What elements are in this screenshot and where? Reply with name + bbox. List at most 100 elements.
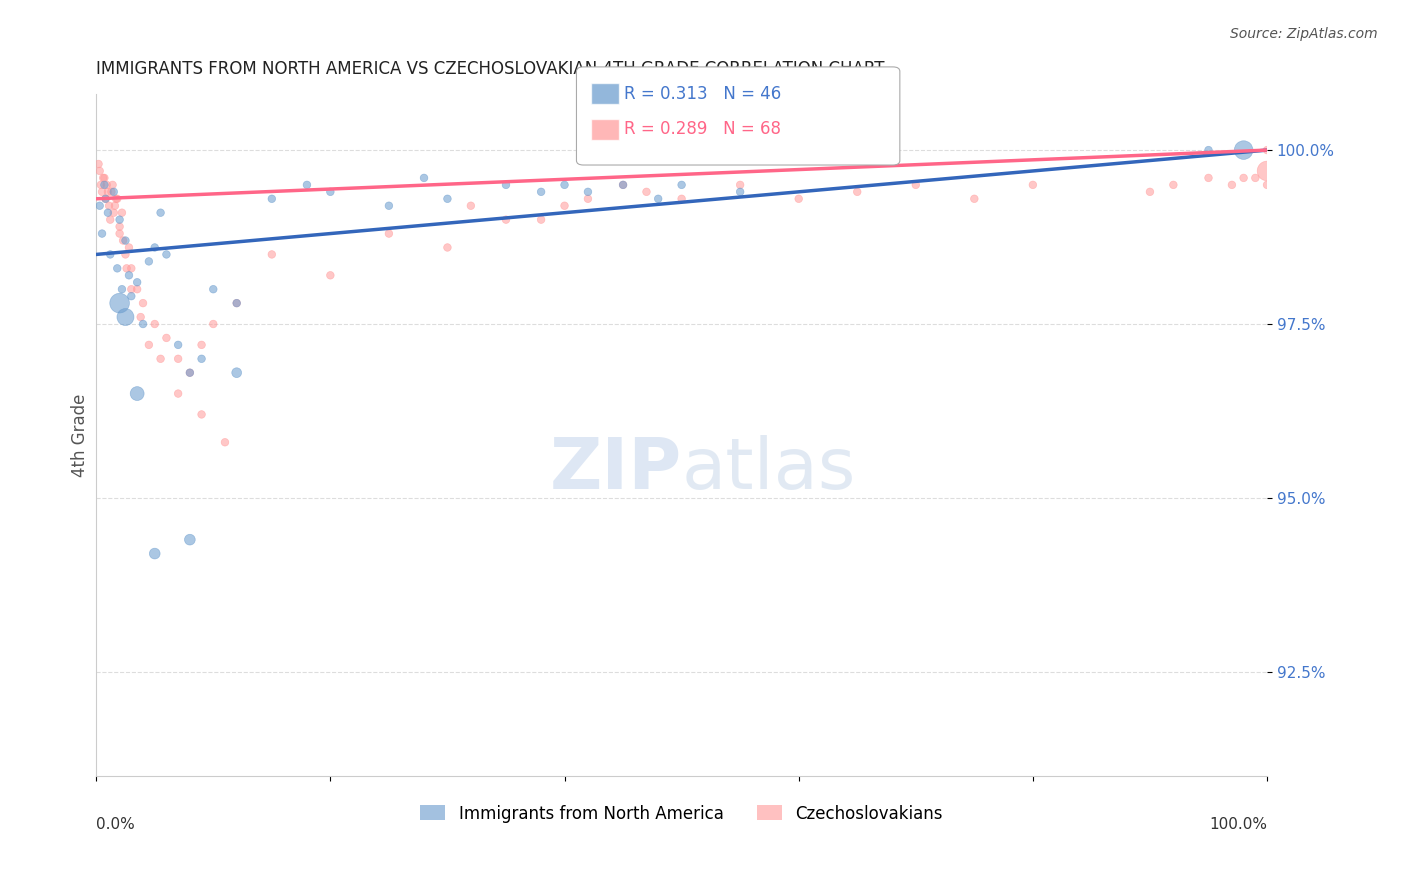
Point [138,338,160,352]
Point [149,205,172,219]
Text: ZIP: ZIP [550,435,682,504]
Point [132,296,155,310]
Point [120,261,142,276]
Point [1233,143,1256,157]
Point [190,408,212,422]
Point [111,205,134,219]
Point [576,185,599,199]
Point [378,227,401,241]
Point [1233,170,1256,185]
Point [155,247,177,261]
Point [87,157,110,171]
Point [295,178,318,192]
Text: IMMIGRANTS FROM NORTH AMERICA VS CZECHOSLOVAKIAN 4TH GRADE CORRELATION CHART: IMMIGRANTS FROM NORTH AMERICA VS CZECHOS… [96,60,884,78]
Point [1256,178,1278,192]
Point [190,338,212,352]
Point [96,178,118,192]
Point [91,185,114,199]
Point [108,219,131,234]
Point [129,310,152,324]
Point [114,310,136,324]
Point [108,296,131,310]
Point [155,331,177,345]
Point [495,178,517,192]
Point [98,212,121,227]
Point [530,212,553,227]
Point [214,435,236,450]
Point [94,192,117,206]
Point [91,170,114,185]
Point [94,192,117,206]
Point [89,199,111,213]
Point [98,199,121,213]
Point [225,296,247,310]
Point [904,178,927,192]
Point [105,192,128,206]
Point [105,261,128,276]
Point [98,247,121,261]
Point [103,185,125,199]
Y-axis label: 4th Grade: 4th Grade [72,393,89,477]
Point [1022,178,1045,192]
Point [413,170,436,185]
Text: atlas: atlas [682,435,856,504]
Point [787,192,810,206]
Point [728,178,751,192]
Point [143,547,166,561]
Point [115,261,138,276]
Point [143,240,166,254]
Point [202,282,225,296]
Point [108,227,131,241]
Point [114,234,136,248]
Point [89,164,111,178]
Point [554,178,576,192]
Point [671,178,693,192]
Point [612,178,634,192]
Point [495,212,517,227]
Text: 0.0%: 0.0% [96,817,135,832]
Point [671,192,693,206]
Point [179,366,201,380]
Point [636,185,658,199]
Point [91,227,114,241]
Point [378,199,401,213]
Point [1163,178,1185,192]
Point [93,178,115,192]
Point [120,289,142,303]
Point [1198,143,1220,157]
Point [179,533,201,547]
Point [728,185,751,199]
Point [138,254,160,268]
Point [167,338,190,352]
Point [127,386,149,401]
Point [114,247,136,261]
Point [530,185,553,199]
Point [104,199,127,213]
Point [612,178,634,192]
Point [1256,164,1278,178]
Text: R = 0.289   N = 68: R = 0.289 N = 68 [624,120,782,138]
Point [179,366,201,380]
Point [90,178,112,192]
Point [1220,178,1243,192]
Point [647,192,669,206]
Point [93,170,115,185]
Legend: Immigrants from North America, Czechoslovakians: Immigrants from North America, Czechoslo… [413,797,949,830]
Point [103,205,125,219]
Point [260,192,283,206]
Point [202,317,225,331]
Point [1256,143,1278,157]
Text: Source: ZipAtlas.com: Source: ZipAtlas.com [1230,27,1378,41]
Point [97,185,120,199]
Point [576,192,599,206]
Point [120,282,142,296]
Text: R = 0.313   N = 46: R = 0.313 N = 46 [624,85,782,103]
Point [1198,170,1220,185]
Point [101,178,124,192]
Point [1244,170,1267,185]
Point [225,296,247,310]
Point [963,192,986,206]
Point [436,240,458,254]
Text: 100.0%: 100.0% [1209,817,1267,832]
Point [460,199,482,213]
